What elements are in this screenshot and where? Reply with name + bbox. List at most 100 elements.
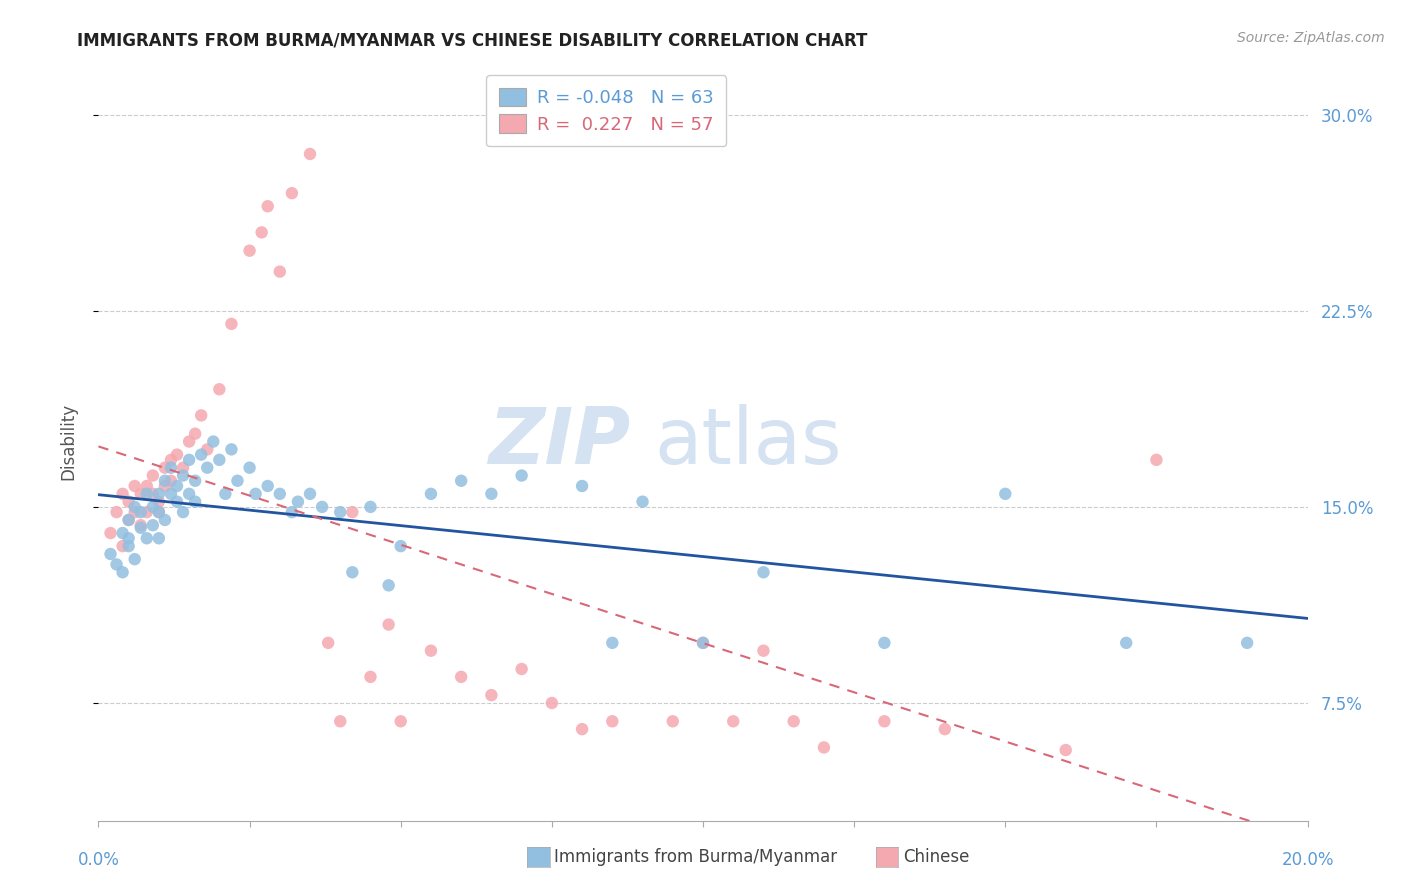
- Point: [269, 487, 291, 501]
- Point: [1144, 453, 1167, 467]
- Point: [269, 264, 291, 278]
- Point: [389, 714, 412, 729]
- Point: [281, 186, 304, 201]
- Point: [160, 460, 183, 475]
- Point: [250, 226, 273, 240]
- Point: [783, 714, 806, 729]
- Legend: R = -0.048   N = 63, R =  0.227   N = 57: R = -0.048 N = 63, R = 0.227 N = 57: [486, 75, 727, 146]
- Point: [239, 460, 262, 475]
- Point: [692, 636, 714, 650]
- Point: [571, 479, 593, 493]
- Point: [221, 317, 243, 331]
- Point: [1054, 743, 1077, 757]
- Point: [124, 552, 146, 566]
- Point: [172, 505, 194, 519]
- Point: [389, 539, 412, 553]
- Point: [377, 617, 399, 632]
- Point: [571, 722, 593, 736]
- Point: [873, 636, 896, 650]
- Point: [124, 479, 146, 493]
- Point: [420, 643, 443, 657]
- Point: [510, 662, 533, 676]
- Text: 20.0%: 20.0%: [1281, 851, 1334, 869]
- Point: [153, 513, 176, 527]
- Point: [160, 453, 183, 467]
- Point: [360, 670, 382, 684]
- Point: [172, 468, 194, 483]
- Point: [153, 460, 176, 475]
- Point: [124, 505, 146, 519]
- Point: [142, 468, 165, 483]
- Point: [481, 487, 503, 501]
- Point: [377, 578, 399, 592]
- Point: [118, 513, 141, 527]
- Text: Chinese: Chinese: [903, 848, 969, 866]
- Point: [142, 487, 165, 501]
- Point: [166, 479, 188, 493]
- Point: [118, 531, 141, 545]
- Point: [190, 409, 212, 423]
- Point: [602, 714, 624, 729]
- Point: [190, 448, 212, 462]
- Point: [153, 474, 176, 488]
- Point: [299, 147, 322, 161]
- Point: [111, 566, 134, 580]
- Point: [179, 434, 201, 449]
- Point: [342, 566, 364, 580]
- Point: [692, 636, 714, 650]
- Point: [124, 500, 146, 514]
- Point: [994, 487, 1017, 501]
- Point: [208, 453, 231, 467]
- Text: ZIP: ZIP: [488, 403, 630, 480]
- Point: [360, 500, 382, 514]
- Point: [148, 505, 170, 519]
- Point: [481, 688, 503, 702]
- Point: [1236, 636, 1258, 650]
- Point: [208, 382, 231, 396]
- Point: [172, 460, 194, 475]
- Point: [111, 487, 134, 501]
- Point: [214, 487, 236, 501]
- Point: [129, 505, 152, 519]
- Point: [179, 487, 201, 501]
- Point: [135, 479, 157, 493]
- Point: [184, 474, 207, 488]
- Text: Immigrants from Burma/Myanmar: Immigrants from Burma/Myanmar: [554, 848, 837, 866]
- Point: [311, 500, 333, 514]
- Point: [540, 696, 562, 710]
- Point: [100, 547, 122, 561]
- Text: 0.0%: 0.0%: [77, 851, 120, 869]
- Point: [148, 531, 170, 545]
- Point: [602, 636, 624, 650]
- Point: [723, 714, 745, 729]
- Point: [111, 539, 134, 553]
- Point: [166, 448, 188, 462]
- Point: [148, 494, 170, 508]
- Point: [195, 442, 218, 457]
- Point: [111, 526, 134, 541]
- Point: [256, 479, 278, 493]
- Text: Source: ZipAtlas.com: Source: ZipAtlas.com: [1237, 31, 1385, 45]
- Point: [148, 487, 170, 501]
- Point: [118, 539, 141, 553]
- Point: [256, 199, 278, 213]
- Point: [135, 487, 157, 501]
- Y-axis label: Disability: Disability: [59, 403, 77, 480]
- Point: [420, 487, 443, 501]
- Point: [752, 643, 775, 657]
- Point: [299, 487, 322, 501]
- Point: [873, 714, 896, 729]
- Point: [245, 487, 267, 501]
- Point: [1115, 636, 1137, 650]
- Point: [129, 521, 152, 535]
- Point: [100, 526, 122, 541]
- Point: [450, 474, 472, 488]
- Point: [329, 505, 352, 519]
- Point: [118, 494, 141, 508]
- Point: [316, 636, 339, 650]
- Point: [135, 531, 157, 545]
- Text: atlas: atlas: [655, 403, 842, 480]
- Point: [329, 714, 352, 729]
- Point: [135, 505, 157, 519]
- Point: [153, 479, 176, 493]
